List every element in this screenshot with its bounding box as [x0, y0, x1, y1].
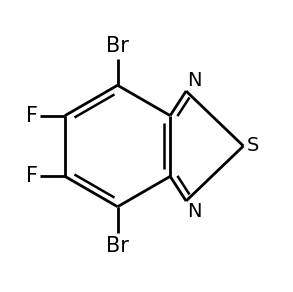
Text: S: S: [247, 136, 259, 156]
Text: Br: Br: [106, 236, 129, 256]
Text: Br: Br: [106, 36, 129, 56]
Text: F: F: [25, 166, 38, 186]
Text: F: F: [25, 106, 38, 126]
Text: N: N: [188, 71, 202, 90]
Text: N: N: [188, 202, 202, 221]
